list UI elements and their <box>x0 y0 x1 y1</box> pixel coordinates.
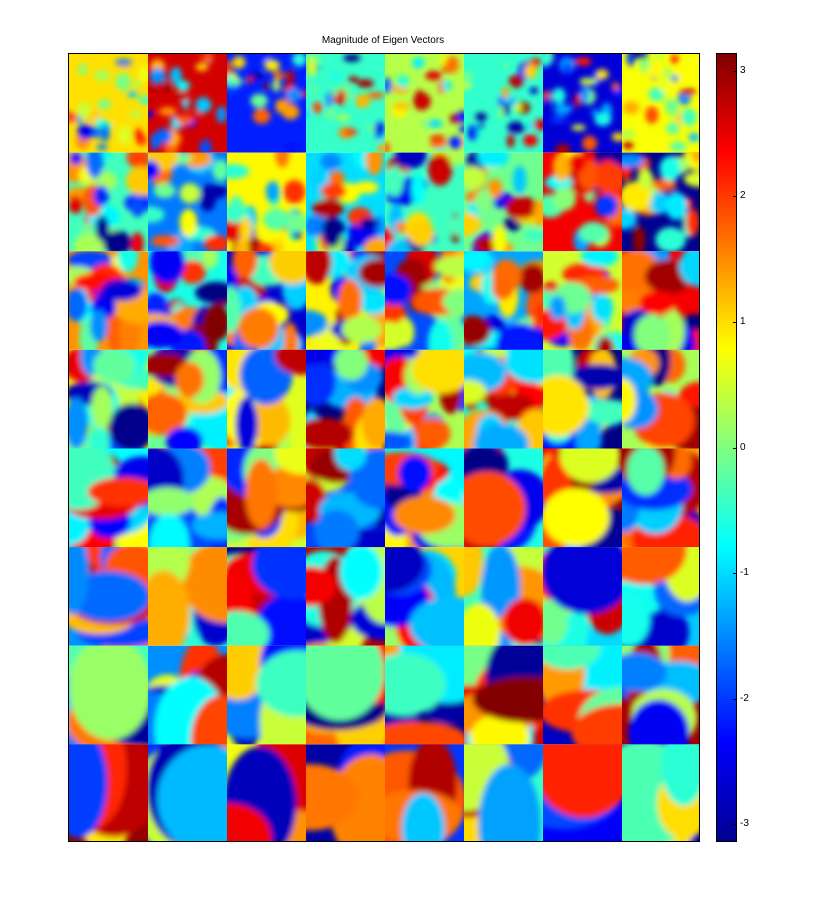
eigenvector-tile <box>385 744 464 841</box>
eigenvector-tile <box>69 645 148 745</box>
eigenvector-tile <box>306 152 385 252</box>
eigenvector-tile <box>148 547 227 646</box>
eigenvector-tile <box>385 152 464 252</box>
eigenvector-tile <box>543 744 622 841</box>
eigenvector-tile <box>385 645 464 745</box>
eigenvector-tile <box>464 645 543 745</box>
eigenvector-tile <box>69 349 148 449</box>
eigenvector-tile <box>227 251 306 350</box>
eigenvector-tile <box>306 448 385 548</box>
eigenvector-tile <box>227 645 306 745</box>
tile-grid-svg <box>69 54 699 841</box>
eigenvector-tile <box>464 251 543 350</box>
eigenvector-tile <box>464 744 543 841</box>
colorbar-tick-label: 2 <box>740 190 746 202</box>
eigenvector-tile <box>227 744 306 841</box>
eigenvector-tile <box>622 251 699 350</box>
eigenvector-tile <box>148 152 227 252</box>
eigenvector-tile <box>543 645 622 745</box>
eigenvector-tile <box>543 547 622 646</box>
eigenvector-tile <box>69 744 148 841</box>
colorbar-tickmark <box>733 698 737 700</box>
eigenvector-tile <box>385 448 464 548</box>
colorbar-tickmark <box>733 70 737 72</box>
eigenvector-tile <box>227 349 306 449</box>
eigenvector-tile <box>622 744 699 841</box>
chart-title: Magnitude of Eigen Vectors <box>321 35 445 46</box>
eigenvector-tile <box>385 54 464 153</box>
colorbar-tick-label: -1 <box>740 567 749 579</box>
eigenvector-tile <box>69 251 148 350</box>
eigenvector-tile <box>385 251 464 350</box>
eigenvector-tile <box>227 54 306 153</box>
eigenvector-tile <box>69 448 148 548</box>
eigenvector-tile <box>385 547 464 646</box>
eigenvector-tile <box>622 645 699 745</box>
eigenvector-tile <box>622 152 699 252</box>
colorbar-tick-label: 3 <box>740 64 746 76</box>
colorbar-tickmark <box>733 196 737 198</box>
eigenvector-tile <box>306 349 385 449</box>
eigenvector-tile <box>543 448 622 548</box>
eigenvector-tile <box>622 54 699 153</box>
eigenvector-tile <box>306 744 385 841</box>
colorbar-tick-label: -2 <box>740 692 749 704</box>
eigenvector-tile <box>543 54 622 153</box>
eigenvector-tile <box>385 349 464 449</box>
eigenvector-tile <box>148 54 227 153</box>
eigenvector-tile <box>543 251 622 350</box>
colorbar-tick-label: 0 <box>740 441 746 453</box>
eigenvector-tile <box>69 547 148 646</box>
colorbar-tickmark <box>733 321 737 323</box>
eigenvector-tile <box>148 744 227 841</box>
eigenvector-tile <box>148 448 227 548</box>
eigenvector-tile-grid <box>68 53 700 842</box>
eigenvector-tile <box>69 54 148 153</box>
eigenvector-tile <box>622 448 699 548</box>
eigenvector-tile <box>148 251 227 350</box>
colorbar-tick-label: 1 <box>740 315 746 327</box>
eigenvector-tile <box>622 547 699 646</box>
eigenvector-tile <box>227 448 306 548</box>
colorbar-tickmark <box>733 447 737 449</box>
eigenvector-tile <box>69 152 148 252</box>
eigenvector-tile <box>543 349 622 449</box>
eigenvector-tile <box>464 448 543 548</box>
eigenvector-tile <box>227 152 306 252</box>
eigenvector-tile <box>227 547 306 646</box>
colorbar-tickmark <box>733 824 737 826</box>
eigenvector-tile <box>464 152 543 252</box>
eigenvector-tile <box>148 349 227 449</box>
colorbar-tickmark <box>733 573 737 575</box>
eigenvector-tile <box>306 645 385 745</box>
eigenvector-tile <box>543 152 622 252</box>
eigenvector-tile <box>464 547 543 646</box>
colorbar-tick-label: -3 <box>740 818 749 830</box>
eigenvector-tile <box>622 349 699 449</box>
eigenvector-tile <box>306 54 385 153</box>
eigenvector-tile <box>464 349 543 449</box>
eigenvector-tile <box>464 54 543 153</box>
eigenvector-tile <box>306 251 385 350</box>
eigenvector-tile <box>148 645 227 745</box>
eigenvector-tile <box>306 547 385 646</box>
